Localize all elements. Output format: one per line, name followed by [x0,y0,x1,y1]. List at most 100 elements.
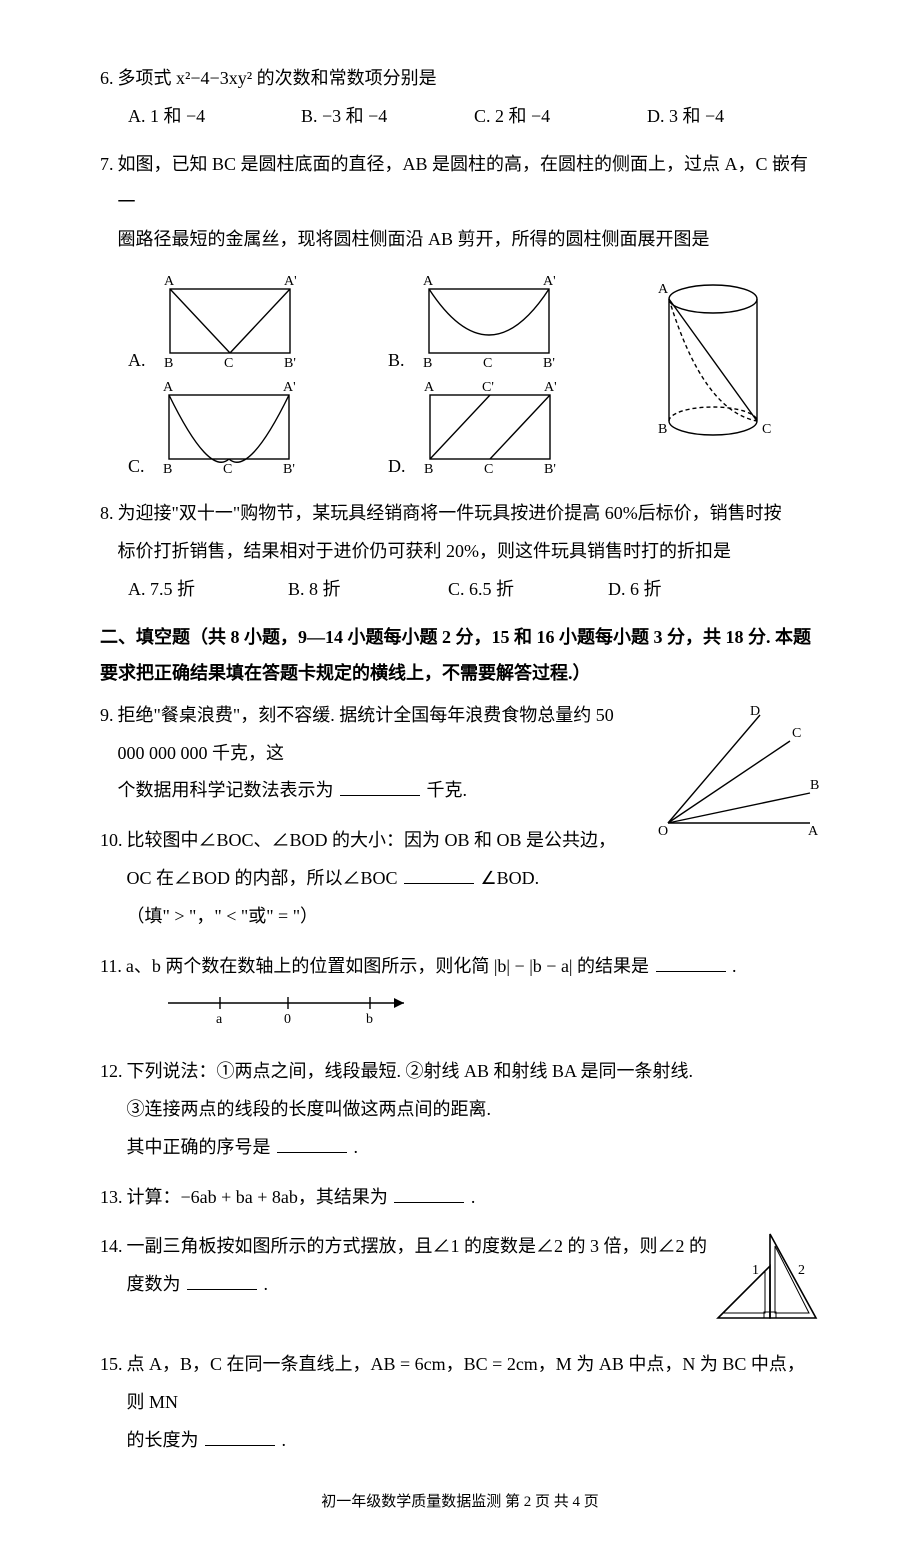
q15-line1: 点 A，B，C 在同一条直线上，AB = 6cm，BC = 2cm，M 为 AB… [127,1354,805,1412]
q14-blank [187,1272,257,1290]
q9-line2b: 千克. [427,780,468,800]
svg-text:D: D [750,704,760,719]
q8-number: 8. [100,495,114,533]
q11-svg: a 0 b [160,991,420,1027]
q7-fig-d: D. AC'A' BCB' [388,377,648,477]
q12-line2: ③连接两点的线段的长度叫做这两点间的距离. [127,1099,492,1119]
q8-text: 为迎接"双十一"购物节，某玩具经销商将一件玩具按进价提高 60%后标价，销售时按… [118,495,821,571]
q15-line2a: 的长度为 [127,1430,199,1450]
q7-label-c: C. [128,457,145,475]
svg-text:A: A [423,274,434,289]
q9-text: 拒绝"餐桌浪费"，刻不容缓. 据统计全国每年浪费食物总量约 50 000 000… [118,697,645,810]
section2-line1: 二、填空题（共 8 小题，9—14 小题每小题 2 分，15 和 16 小题每小… [100,627,811,647]
q10-number: 10. [100,822,123,860]
q10-text: 比较图中∠BOC、∠BOD 的大小：因为 OB 和 OB 是公共边， OC 在∠… [127,822,645,935]
q7-svg-a: AA' BCB' [150,271,310,371]
q10-line2b: ∠BOD. [481,868,540,888]
svg-text:B: B [163,462,172,477]
q8-options: A. 7.5 折 B. 8 折 C. 6.5 折 D. 6 折 [128,571,820,607]
svg-text:C: C [484,462,493,477]
q14-text: 一副三角板按如图所示的方式摆放，且∠1 的度数是∠2 的 3 倍，则∠2 的 度… [127,1228,711,1304]
q8-opt-a: A. 7.5 折 [128,571,288,607]
question-15: 15. 点 A，B，C 在同一条直线上，AB = 6cm，BC = 2cm，M … [100,1346,820,1459]
svg-text:1: 1 [752,1263,759,1278]
q6-text: 多项式 x²−4−3xy² 的次数和常数项分别是 [118,60,821,98]
q14-figure: 1 2 [710,1228,820,1328]
svg-text:a: a [216,1012,223,1027]
question-8: 8. 为迎接"双十一"购物节，某玩具经销商将一件玩具按进价提高 60%后标价，销… [100,495,820,607]
svg-text:A': A' [544,380,557,395]
svg-text:B': B' [283,462,295,477]
q8-opt-b: B. 8 折 [288,571,448,607]
q11-numberline: a 0 b [160,991,820,1041]
q8-opt-c: C. 6.5 折 [448,571,608,607]
section-2-header: 二、填空题（共 8 小题，9—14 小题每小题 2 分，15 和 16 小题每小… [100,619,820,691]
q15-number: 15. [100,1346,123,1384]
q14-number: 14. [100,1228,123,1266]
q15-blank [205,1428,275,1446]
question-11: 11. a、b 两个数在数轴上的位置如图所示，则化简 |b| − |b − a|… [100,948,820,1042]
q7-svg-c: AA' BCB' [149,377,309,477]
q7-number: 7. [100,146,114,184]
svg-text:A: A [424,380,435,395]
q8-opt-d: D. 6 折 [608,571,820,607]
q9-number: 9. [100,697,114,735]
q7-svg-cylinder: A B C [648,271,778,461]
q7-line1: 如图，已知 BC 是圆柱底面的直径，AB 是圆柱的高，在圆柱的侧面上，过点 A，… [118,154,809,212]
q7-label-d: D. [388,457,406,475]
svg-text:B: B [164,356,173,371]
svg-text:B: B [658,422,667,437]
q14-line2b: . [264,1274,269,1294]
q12-line1: 下列说法：①两点之间，线段最短. ②射线 AB 和射线 BA 是同一条射线. [127,1061,694,1081]
q6-options: A. 1 和 −4 B. −3 和 −4 C. 2 和 −4 D. 3 和 −4 [128,98,820,134]
svg-text:2: 2 [798,1263,805,1278]
question-13: 13. 计算：−6ab + ba + 8ab，其结果为 . [100,1179,820,1217]
q15-text: 点 A，B，C 在同一条直线上，AB = 6cm，BC = 2cm，M 为 AB… [127,1346,821,1459]
svg-text:B: B [424,462,433,477]
q10-angle-figure: O A B C D [650,701,820,841]
q13-text-b: . [471,1187,476,1207]
q6-opt-c: C. 2 和 −4 [474,98,647,134]
q12-line3b: . [354,1137,359,1157]
q7-text: 如图，已知 BC 是圆柱底面的直径，AB 是圆柱的高，在圆柱的侧面上，过点 A，… [118,146,821,259]
q9-blank [340,778,420,796]
svg-text:C: C [223,462,232,477]
q9-line2a: 个数据用科学记数法表示为 [118,780,334,800]
svg-text:A: A [808,824,819,839]
q7-fig-c: C. AA' BCB' [128,377,388,477]
q11-text-b: . [732,956,737,976]
svg-text:b: b [366,1012,373,1027]
q10-line1: 比较图中∠BOC、∠BOD 的大小：因为 OB 和 OB 是公共边， [127,830,617,850]
section2-line2: 要求把正确结果填在答题卡规定的横线上，不需要解答过程.） [100,663,591,683]
svg-text:O: O [658,824,668,839]
q7-svg-b: AA' BCB' [409,271,569,371]
q7-fig-b: B. AA' BCB' [388,271,648,371]
svg-text:A': A' [284,274,297,289]
svg-text:C: C [762,422,771,437]
q7-svg-d: AC'A' BCB' [410,377,570,477]
question-6: 6. 多项式 x²−4−3xy² 的次数和常数项分别是 A. 1 和 −4 B.… [100,60,820,134]
svg-text:A: A [658,282,669,297]
svg-text:A: A [163,380,174,395]
svg-text:B': B' [544,462,556,477]
q10-line3: （填" > "，" < "或" = "） [127,906,319,926]
q11-blank [656,954,726,972]
q6-opt-d: D. 3 和 −4 [647,98,820,134]
q10-blank [404,866,474,884]
q6-opt-b: B. −3 和 −4 [301,98,474,134]
q13-text-a: 计算：−6ab + ba + 8ab，其结果为 [127,1187,388,1207]
q7-label-b: B. [388,351,405,369]
q8-line1: 为迎接"双十一"购物节，某玩具经销商将一件玩具按进价提高 60%后标价，销售时按 [118,503,782,523]
q6-number: 6. [100,60,114,98]
q7-figures: A. A A' B C B' C. A A' B C B' [128,271,820,483]
question-7: 7. 如图，已知 BC 是圆柱底面的直径，AB 是圆柱的高，在圆柱的侧面上，过点… [100,146,820,483]
q12-line3a: 其中正确的序号是 [127,1137,271,1157]
q7-label-a: A. [128,351,146,369]
q15-line2b: . [282,1430,287,1450]
q14-line1: 一副三角板按如图所示的方式摆放，且∠1 的度数是∠2 的 3 倍，则∠2 的 [127,1236,708,1256]
q6-opt-a: A. 1 和 −4 [128,98,301,134]
svg-text:A': A' [543,274,556,289]
q12-blank [277,1135,347,1153]
svg-text:A: A [164,274,175,289]
q11-number: 11. [100,948,122,986]
